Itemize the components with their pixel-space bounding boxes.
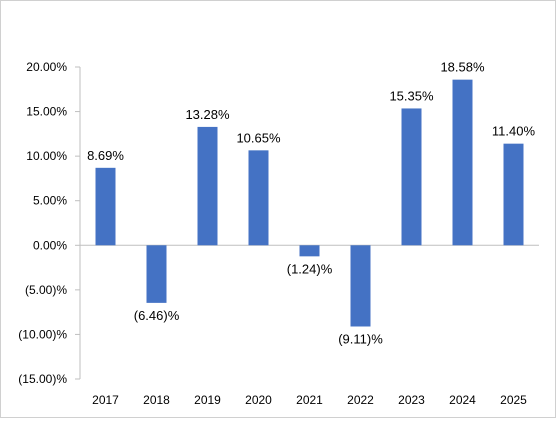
bar-2024: [452, 79, 473, 246]
bar-2025: [503, 143, 524, 246]
data-label-2020: 10.65%: [236, 130, 281, 145]
y-tick-label: 15.00%: [26, 105, 67, 119]
bar-2023: [401, 108, 422, 246]
x-tick-label-2019: 2019: [194, 393, 221, 407]
x-tick-label-2022: 2022: [347, 393, 374, 407]
bar-2022: [350, 245, 371, 327]
y-tick-label: (15.00)%: [18, 372, 67, 386]
data-label-2024: 18.58%: [440, 60, 485, 75]
data-label-2021: (1.24)%: [287, 261, 333, 276]
y-tick-label: (5.00)%: [25, 283, 67, 297]
data-label-2023: 15.35%: [389, 88, 434, 103]
bars: [95, 79, 524, 327]
data-label-2018: (6.46)%: [134, 308, 180, 323]
bar-2019: [197, 126, 218, 246]
data-labels: 8.69% (6.46)% 13.28% 10.65% (1.24)% (9.11)% 15…: [87, 60, 535, 347]
x-tick-labels: 2017 2018 2019 2020 2021 2022 2023 2024 2025: [92, 393, 527, 407]
y-tick-label: 0.00%: [33, 238, 67, 252]
bar-2020: [248, 150, 269, 246]
y-tick-label: 20.00%: [26, 60, 67, 74]
data-label-2019: 13.28%: [185, 107, 230, 122]
y-tick-labels: 20.00% 15.00% 10.00% 5.00% 0.00% (5.00)% (10.0…: [18, 60, 67, 386]
x-tick-label-2023: 2023: [398, 393, 425, 407]
bar-2017: [95, 167, 116, 246]
x-tick-label-2018: 2018: [143, 393, 170, 407]
x-tick-label-2017: 2017: [92, 393, 119, 407]
data-label-2017: 8.69%: [87, 148, 124, 163]
y-tick-label: 5.00%: [33, 194, 67, 208]
data-label-2022: (9.11)%: [338, 331, 383, 346]
y-tick-label: 10.00%: [26, 149, 67, 163]
y-tick-label: (10.00)%: [18, 327, 67, 341]
x-tick-label-2021: 2021: [296, 393, 323, 407]
bar-2018: [146, 245, 167, 303]
data-label-2025: 11.40%: [492, 124, 536, 139]
x-tick-label-2020: 2020: [245, 393, 272, 407]
bar-2021: [299, 245, 320, 257]
x-tick-label-2024: 2024: [449, 393, 476, 407]
x-tick-label-2025: 2025: [500, 393, 527, 407]
